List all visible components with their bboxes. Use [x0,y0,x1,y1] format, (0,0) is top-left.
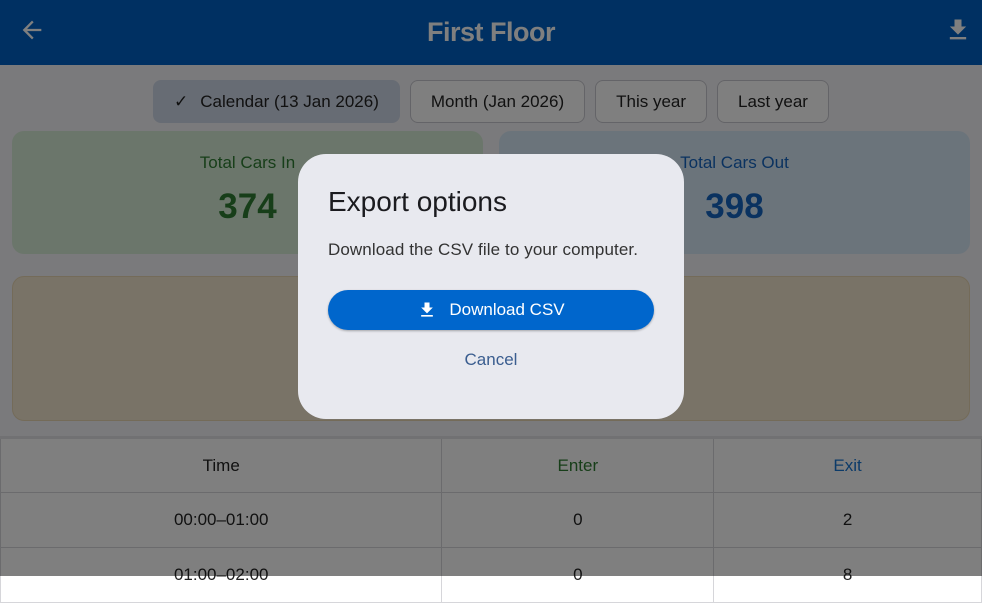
button-label: Download CSV [449,300,565,319]
download-csv-button[interactable]: Download CSV [328,290,654,330]
export-dialog: Export options Download the CSV file to … [298,154,684,419]
dialog-title: Export options [328,186,507,217]
dialog-message: Download the CSV file to your computer. [328,240,639,259]
download-icon [421,302,434,317]
cancel-button[interactable]: Cancel [464,350,518,369]
